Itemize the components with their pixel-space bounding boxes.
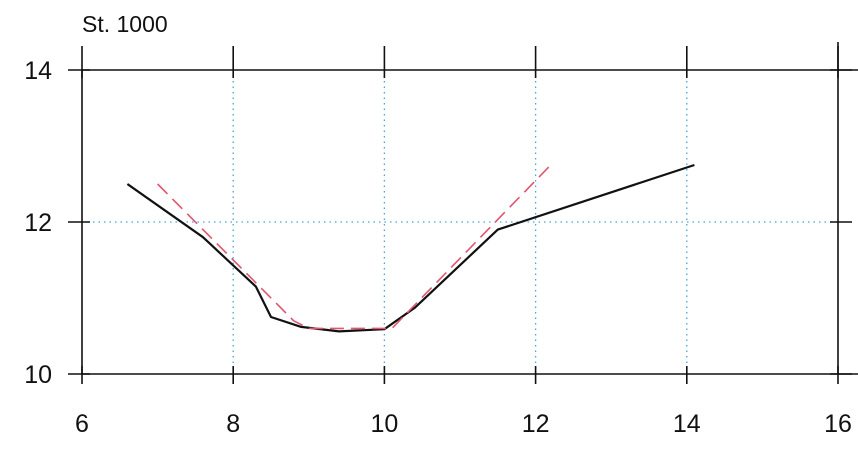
x-tick-label: 10 (370, 410, 398, 438)
x-tick-label: 12 (522, 410, 550, 438)
x-tick-label: 16 (824, 410, 852, 438)
dashed-series-line (157, 164, 552, 330)
x-tick-label: 6 (75, 410, 89, 438)
x-tick-label: 14 (673, 410, 701, 438)
y-tick-label: 12 (24, 209, 52, 237)
x-tick-label: 8 (226, 410, 240, 438)
y-tick-label: 10 (24, 361, 52, 389)
y-tick-label: 14 (24, 57, 52, 85)
chart-title: St. 1000 (82, 11, 168, 37)
solid-series-line (126, 163, 695, 333)
